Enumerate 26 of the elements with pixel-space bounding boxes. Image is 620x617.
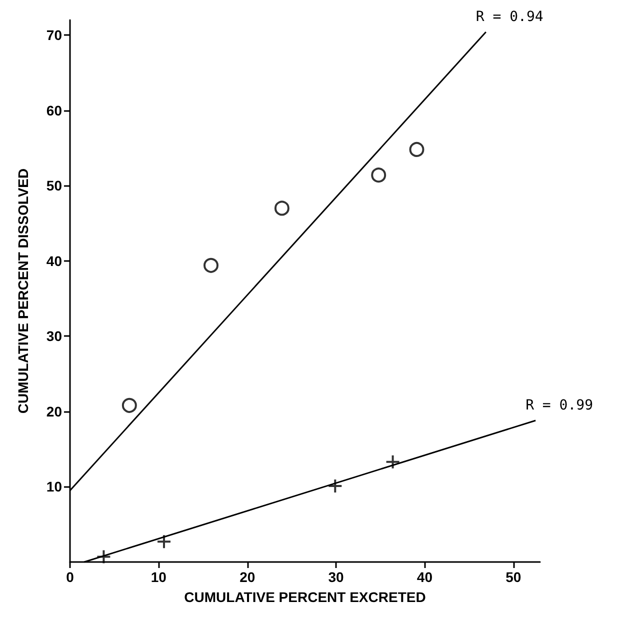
point (204, 258, 218, 273)
point (371, 168, 386, 183)
x-tick-label: 40 (416, 569, 433, 585)
y-tick-label: 60 (46, 102, 62, 118)
y-tick-label: 30 (46, 328, 62, 344)
annotation: R = 0.94 (476, 9, 544, 26)
y-tick-label: 40 (46, 252, 62, 269)
y-tick-label: 10 (46, 478, 62, 495)
y-tick-label: 70 (46, 27, 62, 44)
point (409, 142, 424, 157)
x-tick-label: 20 (240, 569, 256, 585)
y-tick-label: 20 (46, 403, 62, 420)
x-tick-label: 0 (66, 569, 74, 585)
point (96, 549, 112, 564)
point (328, 478, 343, 494)
x-tick-label: 10 (150, 569, 167, 585)
annotation: R = 0.99 (526, 397, 594, 414)
x-tick-label: 50 (506, 569, 522, 585)
point (122, 398, 137, 413)
point (274, 200, 290, 216)
point (385, 454, 400, 470)
point (156, 534, 172, 550)
x-axis-title: CUMULATIVE PERCENT EXCRETED (184, 589, 426, 605)
y-axis-title: CUMULATIVE PERCENT DISSOLVED (15, 168, 31, 414)
y-tick-label: 50 (46, 178, 62, 194)
x-tick-label: 30 (328, 569, 344, 585)
